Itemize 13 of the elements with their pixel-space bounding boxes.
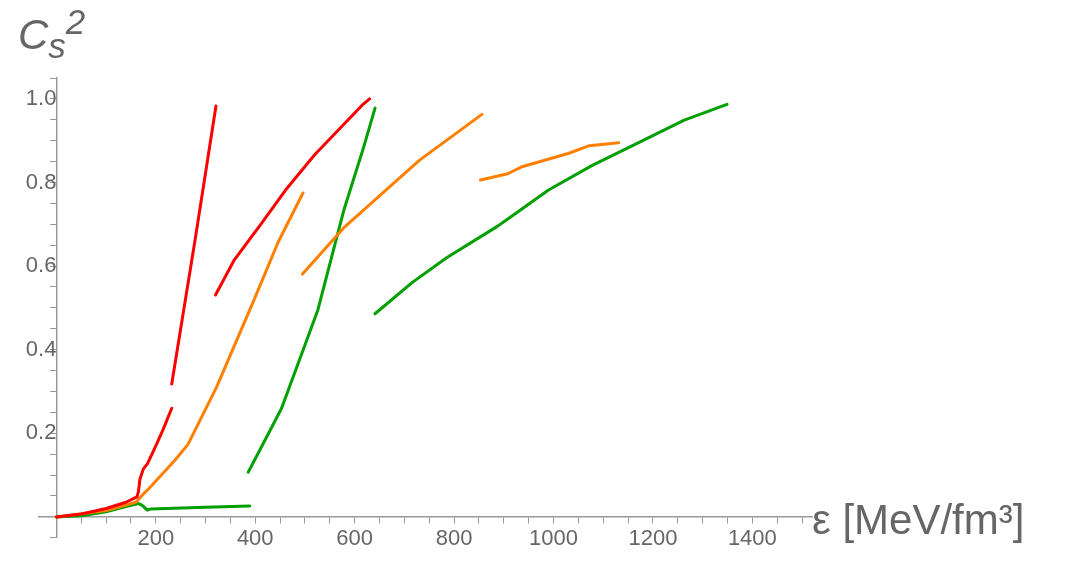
x-tick-label: 800	[435, 525, 473, 551]
x-axis-title: ε [MeV/fm³]	[812, 496, 1025, 544]
x-tick-label: 1400	[727, 525, 777, 551]
y-tick-label: 0.6	[25, 252, 57, 278]
x-tick-label: 200	[137, 525, 175, 551]
y-tick-label: 0.2	[25, 419, 57, 445]
y-tick-label: 0.8	[25, 168, 57, 194]
y-tick-label: 1.0	[25, 84, 57, 110]
y-tick-label: 0.4	[25, 335, 57, 361]
x-tick-label: 1200	[628, 525, 678, 551]
x-tick-label: 1000	[529, 525, 578, 551]
x-tick-label: 400	[236, 525, 274, 551]
x-tick-label: 600	[336, 525, 374, 551]
